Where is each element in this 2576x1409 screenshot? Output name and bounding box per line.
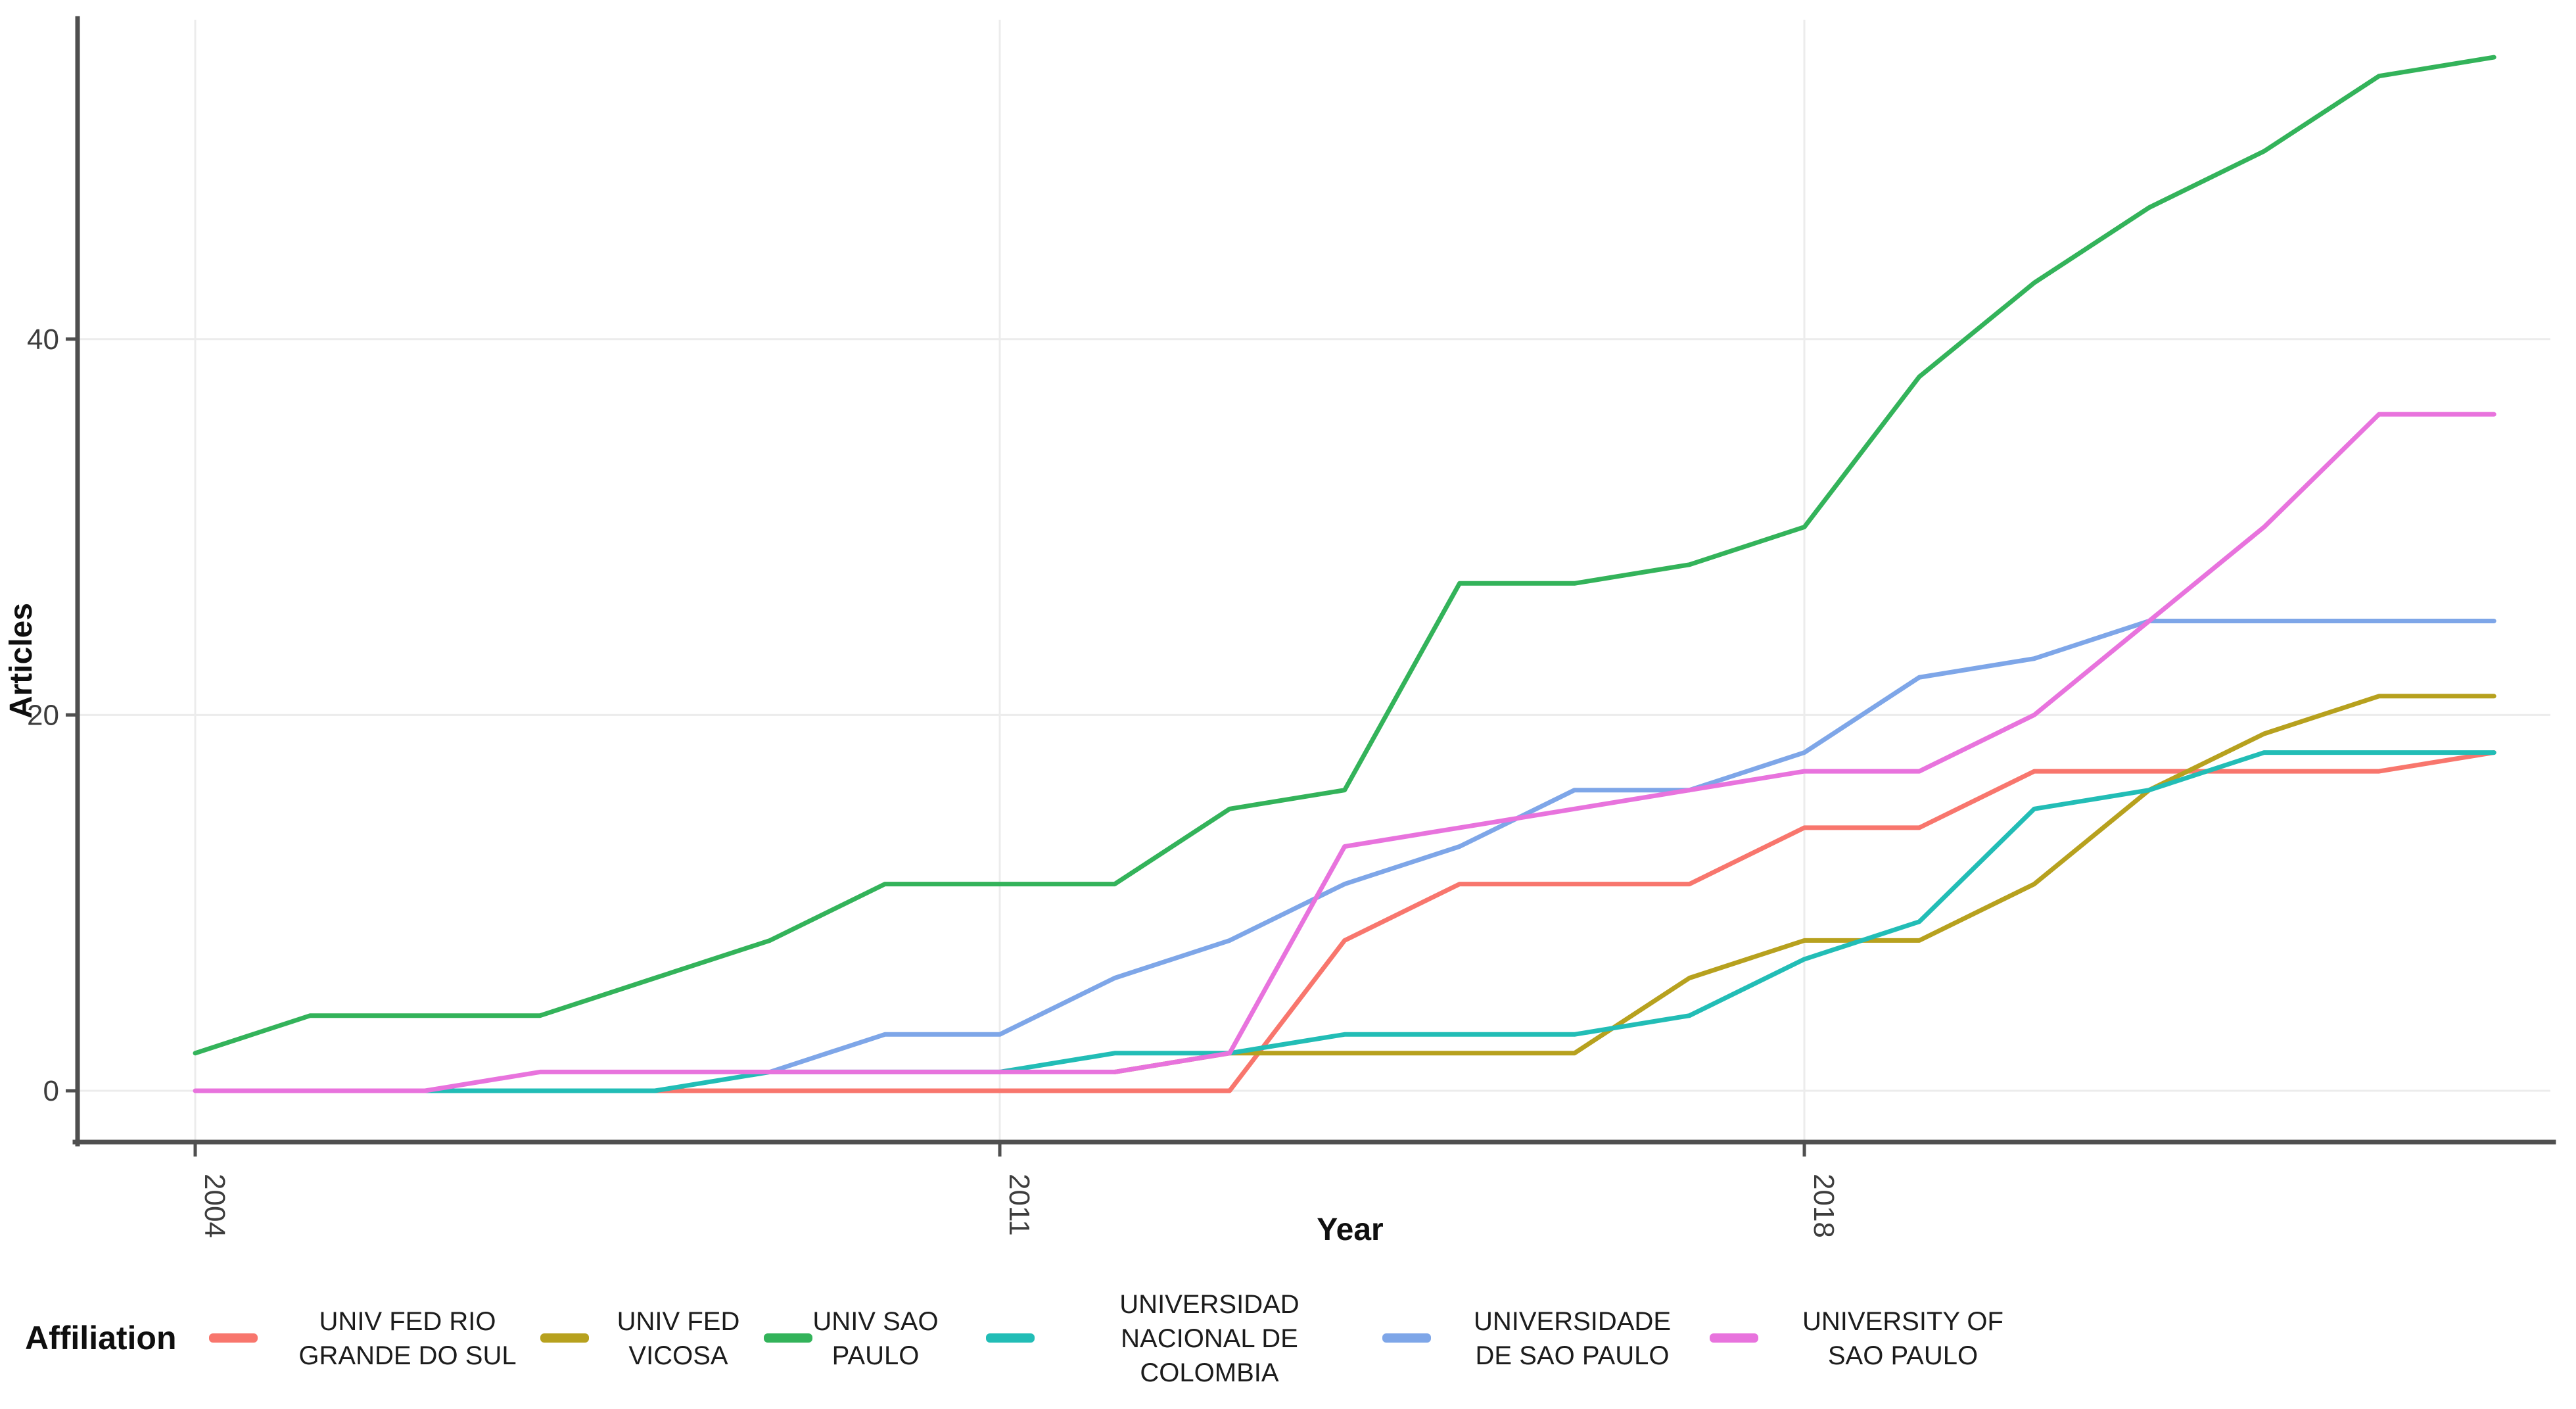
legend-swatch-0	[209, 1333, 258, 1343]
legend-item-1: UNIV FED VICOSA	[540, 1307, 739, 1370]
series-line-1	[1112, 694, 2496, 1074]
grid-layer	[78, 20, 2550, 1141]
legend-swatch-1	[540, 1333, 589, 1343]
legend-label-5: UNIVERSITY OF SAO PAULO	[1802, 1307, 2003, 1370]
y-tick-label-20: 20	[27, 699, 59, 731]
legend-label-4: UNIVERSIDADE DE SAO PAULO	[1474, 1307, 1671, 1370]
legend-item-3: UNIVERSIDAD NACIONAL DE COLOMBIA	[986, 1290, 1300, 1387]
legend-label-0: UNIV FED RIO GRANDE DO SUL	[298, 1307, 516, 1370]
axis-layer: 0 20 40 2004 2011 2018	[27, 16, 2556, 1238]
legend-label-3: UNIVERSIDAD NACIONAL DE COLOMBIA	[1119, 1290, 1299, 1387]
legend: UNIV FED RIO GRANDE DO SUL UNIV FED VICOSA U…	[209, 1290, 2003, 1387]
series-line-3	[423, 750, 2496, 1093]
y-tick-label-0: 0	[43, 1075, 59, 1107]
y-axis-title: Articles	[4, 603, 39, 719]
legend-item-2: UNIV SAO PAULO	[764, 1307, 939, 1370]
x-tick-label-2018: 2018	[1808, 1174, 1840, 1238]
series-line-5	[193, 412, 2496, 1093]
legend-swatch-4	[1382, 1333, 1431, 1343]
legend-title: Affiliation	[25, 1320, 177, 1356]
legend-item-0: UNIV FED RIO GRANDE DO SUL	[209, 1307, 517, 1370]
series-line-4	[767, 619, 2496, 1074]
legend-swatch-5	[1710, 1333, 1758, 1343]
legend-item-5: UNIVERSITY OF SAO PAULO	[1710, 1307, 2003, 1370]
legend-swatch-2	[764, 1333, 812, 1343]
y-tick-label-40: 40	[27, 323, 59, 356]
legend-item-4: UNIVERSIDADE DE SAO PAULO	[1382, 1307, 1671, 1370]
legend-swatch-3	[986, 1333, 1035, 1343]
series-line-2	[193, 55, 2496, 1056]
x-tick-label-2004: 2004	[199, 1174, 231, 1238]
series-line-0	[652, 750, 2496, 1093]
legend-label-1: UNIV FED VICOSA	[617, 1307, 740, 1370]
label-layer: Articles Year Affiliation	[4, 603, 1384, 1356]
x-axis-title: Year	[1317, 1212, 1383, 1247]
series-layer	[193, 55, 2496, 1093]
legend-label-2: UNIV SAO PAULO	[812, 1307, 938, 1370]
x-tick-label-2011: 2011	[1003, 1174, 1035, 1236]
